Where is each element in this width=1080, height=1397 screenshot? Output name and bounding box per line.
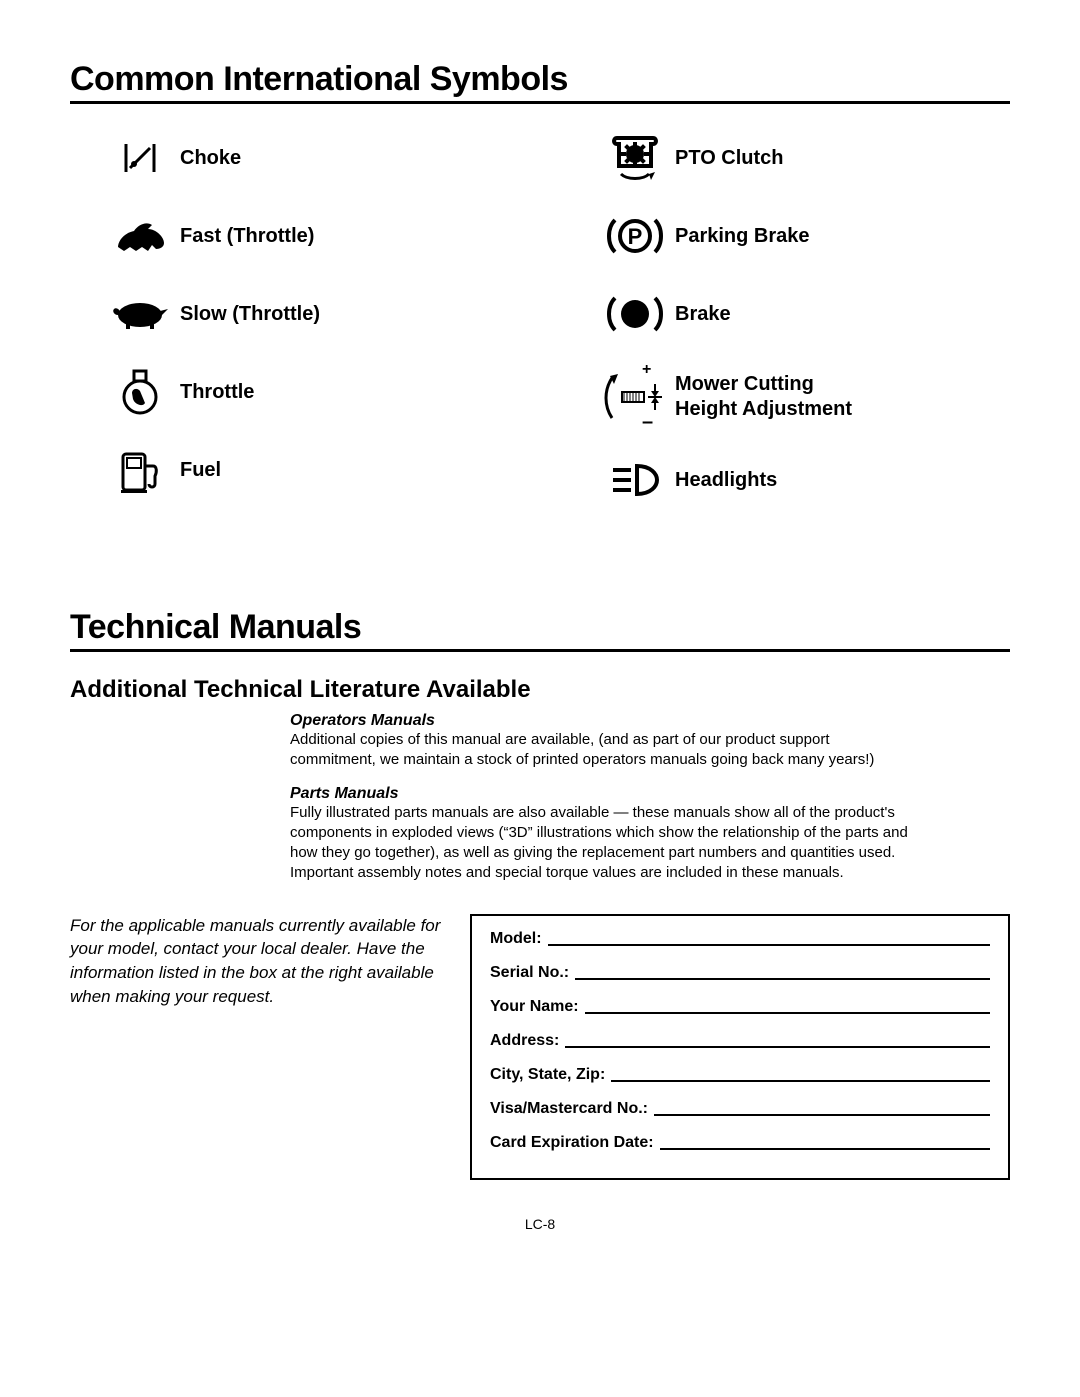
symbol-label: Choke [180,146,241,171]
form-line-model: Model: [490,930,990,948]
manual-blocks: Operators Manuals Additional copies of t… [290,712,910,884]
parts-body: Fully illustrated parts manuals are also… [290,803,910,884]
parts-title: Parts Manuals [290,785,910,803]
symbol-row: Slow (Throttle) [100,284,515,344]
symbol-label: Brake [675,302,731,327]
choke-icon [100,138,180,178]
form-rule[interactable] [611,1080,990,1082]
symbol-row: + – Mower Cutting Height Adjustment [595,362,1010,432]
svg-text:+: + [642,362,651,378]
contact-note: For the applicable manuals currently ava… [70,914,450,1009]
form-label: Model: [490,930,542,948]
bottom-row: For the applicable manuals currently ava… [70,914,1010,1180]
symbol-row: Choke [100,128,515,188]
symbols-grid: Choke Fast (Throttle) Slow (Throttle [70,128,1010,528]
form-line-name: Your Name: [490,998,990,1016]
symbols-col-left: Choke Fast (Throttle) Slow (Throttle [100,128,515,528]
symbol-label: Throttle [180,380,254,405]
form-rule[interactable] [654,1114,990,1116]
symbol-row: Headlights [595,450,1010,510]
form-label: Your Name: [490,998,579,1016]
height-adj-icon: + – [595,362,675,432]
svg-text:–: – [642,411,653,432]
form-rule[interactable] [660,1148,990,1150]
form-line-card: Visa/Mastercard No.: [490,1100,990,1118]
form-line-serial: Serial No.: [490,964,990,982]
manuals-subheading: Additional Technical Literature Availabl… [70,676,1010,704]
symbol-label: Headlights [675,468,777,493]
symbol-label: PTO Clutch [675,146,784,171]
symbol-row: PTO Clutch [595,128,1010,188]
form-line-exp: Card Expiration Date: [490,1134,990,1152]
form-label: Address: [490,1032,559,1050]
page-number: LC-8 [70,1216,1010,1232]
symbol-row: Fuel [100,440,515,500]
parking-brake-icon: P [595,212,675,260]
pto-clutch-icon [595,132,675,184]
form-label: Card Expiration Date: [490,1134,654,1152]
brake-icon [595,290,675,338]
throttle-icon [100,367,180,417]
symbol-label: Fuel [180,458,221,483]
symbol-label: Mower Cutting Height Adjustment [675,372,852,422]
fuel-icon [100,446,180,494]
svg-text:P: P [628,224,643,249]
operators-title: Operators Manuals [290,712,910,730]
symbol-row: P Parking Brake [595,206,1010,266]
symbol-row: Fast (Throttle) [100,206,515,266]
form-label: City, State, Zip: [490,1066,605,1084]
fast-icon [100,217,180,255]
operators-body: Additional copies of this manual are ava… [290,730,910,771]
form-line-city: City, State, Zip: [490,1066,990,1084]
headlights-icon [595,462,675,498]
form-rule[interactable] [585,1012,990,1014]
symbol-row: Brake [595,284,1010,344]
form-rule[interactable] [565,1046,990,1048]
symbol-label: Parking Brake [675,224,810,249]
symbol-label: Slow (Throttle) [180,302,320,327]
form-rule[interactable] [548,944,990,946]
slow-icon [100,297,180,331]
symbol-row: Throttle [100,362,515,422]
symbols-heading: Common International Symbols [70,60,1010,104]
form-label: Visa/Mastercard No.: [490,1100,648,1118]
request-form: Model: Serial No.: Your Name: Address: C… [470,914,1010,1180]
form-line-address: Address: [490,1032,990,1050]
form-rule[interactable] [575,978,990,980]
symbols-col-right: PTO Clutch P Parking Brake [595,128,1010,528]
symbol-label: Fast (Throttle) [180,224,314,249]
manuals-heading: Technical Manuals [70,608,1010,652]
form-label: Serial No.: [490,964,569,982]
